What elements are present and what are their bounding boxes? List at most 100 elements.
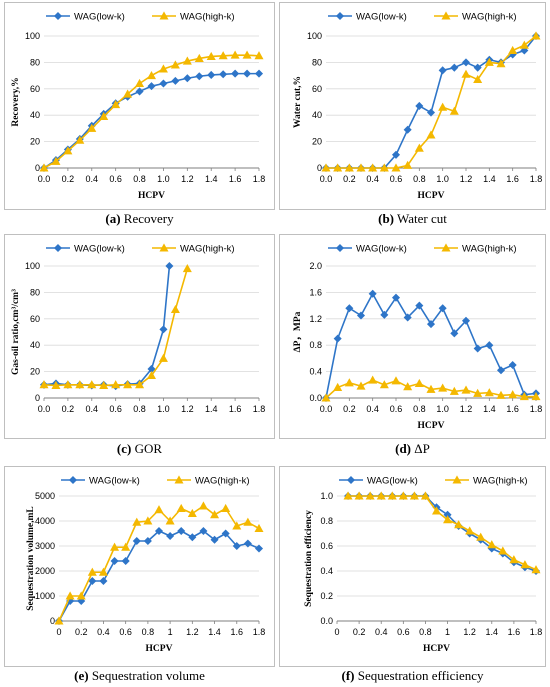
y-tick-label: 0 (50, 616, 55, 626)
y-tick-label: 0.0 (309, 393, 322, 403)
data-point-high (321, 163, 331, 172)
data-point-high (87, 567, 97, 576)
data-point-high (443, 515, 453, 524)
y-tick-label: 80 (312, 57, 322, 67)
panel-border (4, 234, 275, 439)
caption-text: Recovery (121, 211, 175, 226)
y-tick-label: 100 (307, 31, 322, 41)
data-point-high (65, 591, 75, 600)
data-point-low (438, 66, 447, 75)
x-tick-label: 1.6 (229, 404, 242, 414)
data-point-low (154, 526, 164, 536)
x-axis-label: HCPV (418, 191, 445, 201)
data-point-high (476, 532, 486, 541)
y-tick-label: 1.6 (309, 287, 322, 297)
data-point-high (254, 523, 264, 532)
data-point-low (333, 334, 342, 343)
y-tick-label: 0 (317, 163, 322, 173)
data-point-low (188, 533, 197, 542)
legend-label-low: WAG(low-k) (356, 12, 407, 23)
x-tick-label: 0.0 (320, 174, 333, 184)
data-point-high (465, 526, 475, 535)
data-point-high (121, 542, 131, 551)
data-point-high (146, 70, 157, 80)
caption-text: ΔP (411, 441, 430, 456)
panel-e: 0 1000 2000 3000 4000 5000 0 0.2 0.4 0.6 0.8 1 1.2 1.… (4, 466, 275, 667)
data-point-high (221, 503, 231, 513)
x-tick-label: 0.8 (413, 174, 426, 184)
data-point-high (343, 491, 353, 500)
x-tick-label: 0.6 (397, 627, 410, 637)
data-point-high (182, 264, 192, 273)
x-tick-label: 1.0 (157, 174, 170, 184)
data-point-high (391, 163, 401, 172)
data-point-low (391, 150, 401, 159)
data-point-high (254, 51, 264, 60)
data-point-high (387, 491, 397, 500)
data-point-low (415, 301, 424, 310)
legend-label-low: WAG(low-k) (367, 476, 418, 487)
data-point-high (498, 546, 508, 555)
data-point-high (230, 50, 240, 59)
data-point-low (99, 576, 108, 586)
data-point-low (177, 526, 186, 536)
data-point-high (99, 111, 109, 121)
data-point-high (449, 106, 459, 115)
x-tick-label: 0.0 (320, 404, 333, 414)
data-point-high (420, 491, 430, 500)
x-tick-label: 0 (334, 627, 339, 637)
panel-border (4, 466, 275, 667)
legend-label-high: WAG(high-k) (462, 244, 517, 255)
panel-b: 0 20 40 60 80 100 0.0 0.2 0.4 0.6 0.8 1.0 1.2 1.4 1.6 1… (279, 2, 546, 210)
data-point-low (380, 310, 389, 319)
data-point-high (99, 380, 109, 389)
x-tick-label: 0.8 (142, 627, 155, 637)
x-tick-label: 0.6 (109, 404, 122, 414)
y-tick-label: 60 (30, 314, 40, 324)
data-point-low (415, 101, 424, 110)
data-point-low (195, 72, 204, 81)
y-tick-label: 0.0 (320, 616, 333, 626)
data-point-high (414, 143, 424, 152)
y-axis-label: Recovery,% (11, 77, 21, 126)
y-axis-label: Water cut,% (293, 76, 303, 128)
data-point-high (368, 163, 378, 172)
panel-a: 0 20 40 60 80 100 0.0 0.2 0.4 0.6 0.8 1.0 1.2 1.4 1.6 1… (4, 2, 275, 210)
x-tick-label: 1.8 (530, 404, 543, 414)
legend-label-low: WAG(low-k) (89, 476, 140, 487)
legend-label-low: WAG(low-k) (74, 12, 125, 23)
data-point-high (210, 510, 220, 519)
data-point-high (194, 53, 204, 62)
data-point-high (496, 59, 506, 68)
data-point-high (426, 384, 436, 393)
caption-text: Water cut (394, 211, 447, 226)
data-point-high (519, 40, 529, 49)
data-point-high (54, 616, 64, 625)
x-tick-label: 0.2 (62, 174, 75, 184)
caption-letter: (a) (105, 211, 120, 226)
caption-letter: (f) (342, 668, 355, 683)
legend-marker-high (441, 11, 451, 20)
y-tick-label: 4000 (35, 516, 55, 526)
y-tick-label: 20 (30, 367, 40, 377)
caption-f: (f) Sequestration efficiency (342, 668, 484, 683)
legend-marker-low (68, 475, 78, 485)
caption-d: (d) ΔP (395, 441, 430, 456)
x-axis-label: HCPV (138, 191, 165, 201)
data-point-low (171, 76, 180, 85)
data-point-high (356, 381, 366, 390)
data-point-high (170, 60, 180, 69)
data-point-low (232, 541, 241, 551)
data-point-low (345, 304, 354, 313)
caption-e: (e) Sequestration volume (74, 668, 205, 683)
data-point-high (146, 370, 157, 380)
x-tick-label: 0.4 (375, 627, 388, 637)
data-point-high (496, 390, 506, 399)
caption-text: Sequestration volume (89, 668, 205, 683)
x-tick-label: 0.2 (353, 627, 366, 637)
data-point-low (159, 325, 168, 334)
x-tick-label: 1.0 (157, 404, 170, 414)
x-tick-label: 1.4 (205, 404, 218, 414)
data-point-high (461, 385, 471, 394)
